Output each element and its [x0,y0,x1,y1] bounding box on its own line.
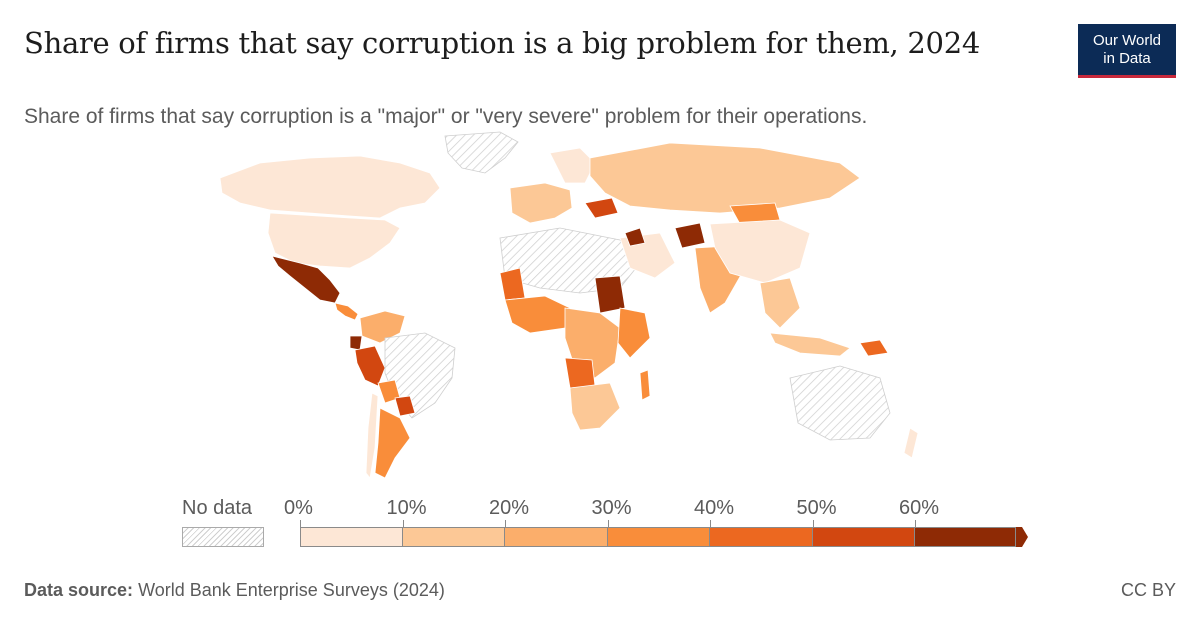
australia[interactable] [789,365,891,441]
west-africa[interactable] [504,295,571,334]
legend-tick-label-1: 10% [386,497,427,519]
legend-tick-0 [300,520,301,528]
central-america[interactable] [334,302,359,321]
legend-tick-label-4: 40% [694,497,735,519]
legend-bin-6[interactable] [915,527,1016,547]
southeast-asia[interactable] [759,277,801,329]
legend-tick-3 [607,520,609,528]
argentina[interactable] [374,407,411,479]
southern-africa[interactable] [569,382,621,431]
sudan[interactable] [594,275,626,314]
legend-no-data-label: No data [182,497,253,519]
legend-tick-label-5: 50% [796,497,837,519]
legend-bin-4[interactable] [710,527,813,547]
scandinavia[interactable] [549,147,596,184]
indonesia[interactable] [769,332,851,357]
logo-line-2: in Data [1103,50,1151,67]
license[interactable]: CC BY [1120,580,1176,600]
greenland[interactable] [444,131,519,174]
paraguay[interactable] [394,395,416,417]
world-map[interactable] [200,128,1000,498]
chart-title: Share of firms that say corruption is a … [24,26,980,60]
papua-new-guinea[interactable] [859,339,889,357]
legend-tick-4 [710,520,711,528]
peru[interactable] [354,345,386,387]
data-source-text[interactable]: World Bank Enterprise Surveys (2024) [138,580,445,600]
chile[interactable] [365,392,379,479]
new-zealand[interactable] [903,427,919,459]
legend-bin-3[interactable] [607,527,710,547]
canada[interactable] [219,155,441,219]
owid-logo[interactable]: Our World in Data [1078,24,1176,78]
afghanistan[interactable] [674,222,706,249]
madagascar[interactable] [639,369,651,401]
angola[interactable] [564,357,596,389]
legend-tick-label-2: 20% [489,497,530,519]
legend-bin-1[interactable] [402,527,505,547]
legend-tick-label-6: 60% [899,497,940,519]
legend-bin-5[interactable] [812,527,915,547]
ukraine[interactable] [584,197,619,219]
ecuador[interactable] [349,335,363,351]
legend-tick-label-0: 0% [284,497,313,519]
legend-no-data-swatch [182,527,264,547]
legend-arrow [1016,527,1028,547]
legend-tick-1 [402,520,404,528]
legend-tick-label-3: 30% [591,497,632,519]
legend-tick-6 [915,520,916,528]
china[interactable] [709,219,811,284]
brazil[interactable] [384,332,456,419]
russia[interactable] [589,142,861,214]
data-source: Data source: World Bank Enterprise Surve… [24,580,445,601]
usa[interactable] [267,212,401,269]
east-africa[interactable] [617,307,651,359]
legend-tick-5 [812,520,814,528]
logo-line-1: Our World [1092,32,1162,49]
data-source-label: Data source: [24,580,134,600]
chart-subtitle: Share of firms that say corruption is a … [24,105,868,128]
legend-bin-2[interactable] [505,527,608,547]
europe-west[interactable] [509,182,573,224]
legend-tick-2 [505,520,506,528]
iraq[interactable] [624,227,646,247]
legend-bin-0[interactable] [300,527,403,547]
